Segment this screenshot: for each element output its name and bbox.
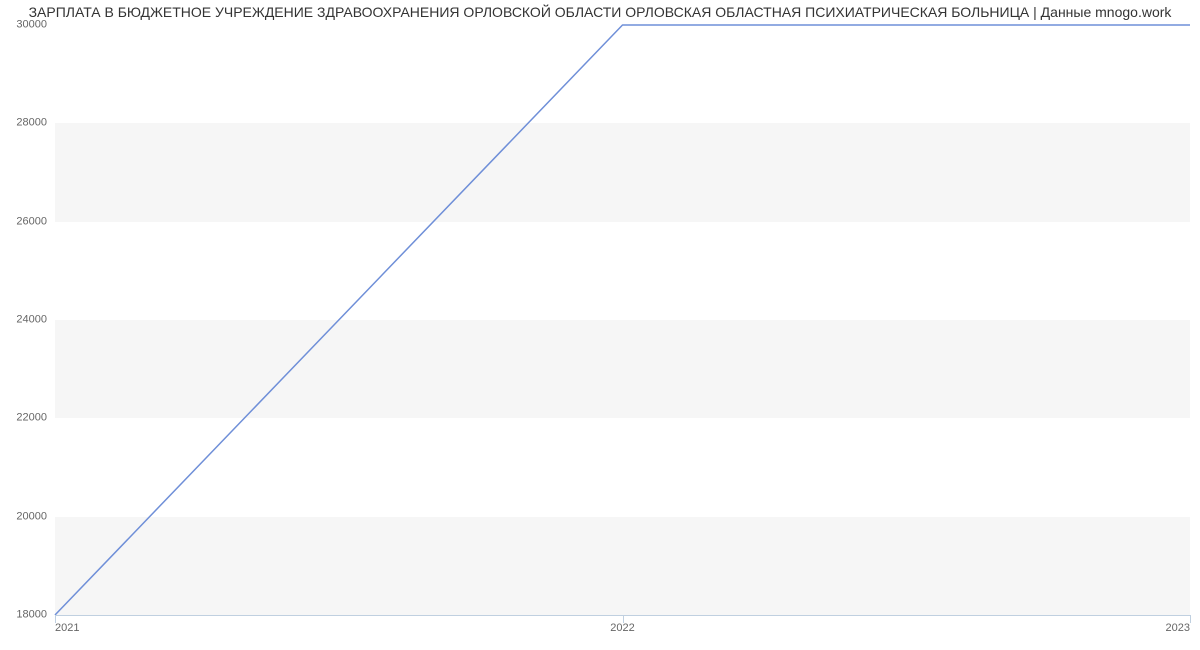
y-tick-label: 24000 [16, 315, 47, 326]
salary-line-chart: ЗАРПЛАТА В БЮДЖЕТНОЕ УЧРЕЖДЕНИЕ ЗДРАВООХ… [0, 0, 1200, 650]
chart-title: ЗАРПЛАТА В БЮДЖЕТНОЕ УЧРЕЖДЕНИЕ ЗДРАВООХ… [0, 4, 1200, 20]
y-tick-label: 26000 [16, 216, 47, 227]
y-tick-label: 28000 [16, 118, 47, 129]
x-tick-label: 2022 [610, 623, 634, 634]
x-tick-label: 2021 [55, 623, 79, 634]
y-tick-label: 18000 [16, 610, 47, 621]
x-tick-label: 2023 [1166, 623, 1190, 634]
x-tick-mark [1190, 615, 1191, 623]
series-line-salary [55, 25, 1190, 615]
y-tick-label: 30000 [16, 20, 47, 31]
plot-area: 1800020000220002400026000280003000020212… [55, 25, 1190, 615]
y-tick-label: 20000 [16, 511, 47, 522]
y-tick-label: 22000 [16, 413, 47, 424]
line-layer [55, 25, 1190, 615]
